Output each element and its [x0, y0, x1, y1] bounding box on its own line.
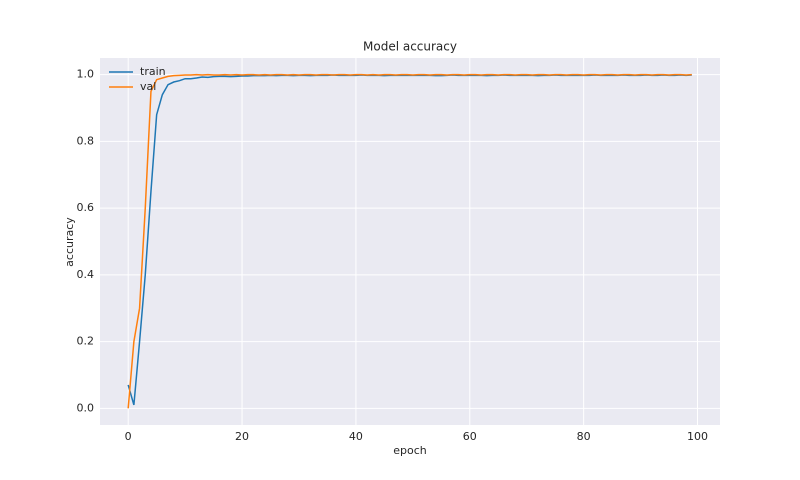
- line-series: [127, 73, 692, 409]
- y-tick-label: 0.4: [77, 268, 95, 281]
- y-tick-label: 0.0: [77, 401, 95, 414]
- legend-label: train: [140, 65, 166, 78]
- y-axis-label: accuracy: [63, 217, 76, 267]
- x-tick-label: 100: [687, 430, 708, 443]
- plot-area: [100, 58, 720, 425]
- y-tick-label: 0.8: [77, 134, 95, 147]
- x-tick-label: 0: [125, 430, 132, 443]
- y-tick-label: 0.2: [77, 335, 95, 348]
- x-tick-label: 60: [463, 430, 477, 443]
- chart-title: Model accuracy: [363, 40, 457, 54]
- legend-label: val: [140, 80, 156, 93]
- y-tick-label: 1.0: [77, 68, 95, 81]
- x-tick-label: 80: [577, 430, 591, 443]
- x-axis-label: epoch: [393, 444, 427, 457]
- x-tick-label: 20: [235, 430, 249, 443]
- y-tick-label: 0.6: [77, 201, 95, 214]
- x-tick-label: 40: [349, 430, 363, 443]
